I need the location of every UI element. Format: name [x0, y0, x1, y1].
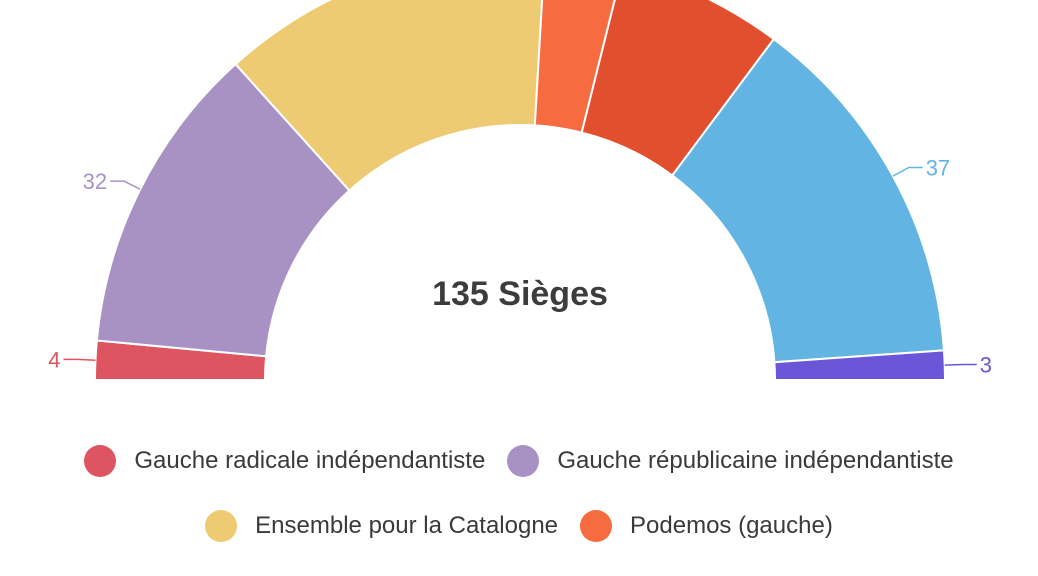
chart-slices	[93, 0, 947, 381]
chart-seat-labels: 4 32 37 3	[48, 155, 992, 377]
legend-row-1: Gauche radicale indépendantiste Gauche r…	[0, 445, 1038, 477]
legend-label: Ensemble pour la Catalogne	[255, 512, 559, 539]
chart-slice[interactable]	[670, 37, 946, 364]
chart-label-leader	[944, 363, 977, 366]
legend-label: Gauche radicale indépendantiste	[134, 447, 486, 474]
legend-item-podemos[interactable]: Podemos (gauche)	[580, 510, 833, 542]
legend-item-gauche-republicaine[interactable]: Gauche républicaine indépendantiste	[507, 445, 954, 477]
chart-label-leader	[110, 180, 141, 190]
legend-dot	[205, 510, 238, 542]
legend-dot	[580, 510, 613, 542]
chart-seat-label: 32	[83, 169, 107, 194]
chart-total-label: 135 Sièges	[432, 275, 608, 313]
legend-label: Gauche républicaine indépendantiste	[557, 447, 954, 474]
chart-seat-label: 37	[926, 155, 950, 180]
legend-dot	[84, 445, 117, 477]
legend-dot	[507, 445, 540, 477]
legend-item-gauche-radicale[interactable]: Gauche radicale indépendantiste	[84, 445, 485, 477]
legend-row-2: Ensemble pour la Catalogne Podemos (gauc…	[0, 510, 1038, 542]
chart-label-leader	[63, 358, 96, 361]
chart-slice[interactable]	[773, 349, 947, 381]
legend-item-ensemble-catalogne[interactable]: Ensemble pour la Catalogne	[205, 510, 558, 542]
chart-slice[interactable]	[234, 0, 545, 192]
chart-seat-label: 4	[48, 347, 60, 372]
chart-seat-label: 3	[980, 353, 992, 378]
chart-label-leader	[892, 166, 923, 177]
legend-label: Podemos (gauche)	[630, 512, 833, 539]
